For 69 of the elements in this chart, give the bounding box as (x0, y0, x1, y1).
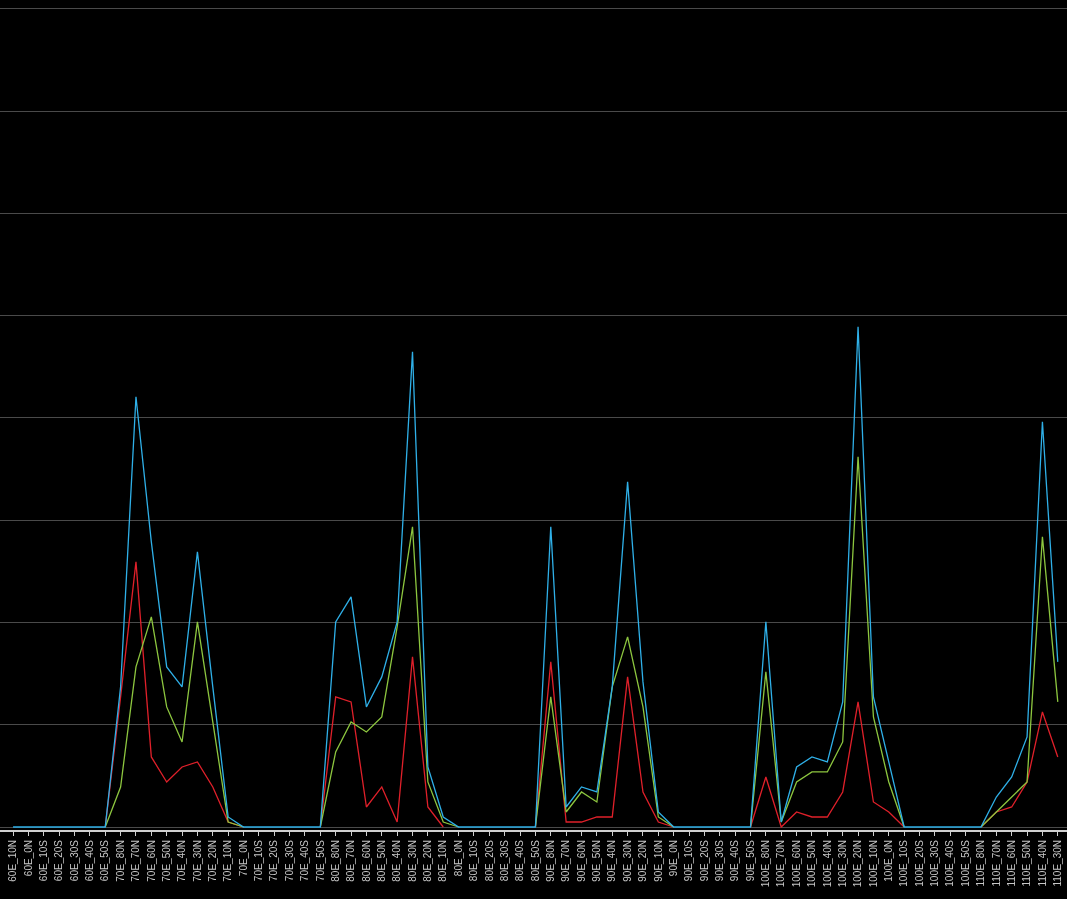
x-tick-label: 60E_40S (84, 839, 96, 882)
x-tick-label: 90E_40N (606, 840, 618, 882)
x-tick-label: 60E_10N (7, 840, 19, 882)
x-tick-label: 110E_50N (1021, 840, 1033, 887)
x-tick-label: 70E_80N (114, 840, 126, 882)
x-tick-label: 100E_30N (836, 840, 848, 888)
x-tick-label: 90E_30N (621, 840, 633, 882)
x-tick-label: 70E_20N (207, 840, 219, 882)
x-tick-label: 90E_10S (683, 839, 695, 882)
x-tick-label: 70E_60N (145, 840, 157, 882)
x-tick-label: 70E_20S (268, 839, 280, 882)
x-tick-label: 100E_40S (944, 839, 956, 887)
x-tick-label: 80E_0N (452, 840, 464, 877)
x-tick-label: 90E_30S (714, 839, 726, 882)
x-tick-label: 100E_30S (929, 839, 941, 887)
x-tick-label: 90E_0N (667, 840, 679, 877)
x-tick-label: 80E_50N (376, 840, 388, 882)
x-tick-label: 100E_20N (852, 840, 864, 888)
x-tick-label: 100E_50S (959, 839, 971, 887)
x-tick-label: 80E_20S (483, 839, 495, 882)
x-tick-label: 90E_40S (729, 839, 741, 882)
x-tick-label: 110E_30N (1052, 840, 1064, 887)
x-tick-label: 60E_0N (22, 840, 34, 877)
x-tick-label: 80E_30S (498, 839, 510, 882)
x-tick-label: 90E_50S (744, 839, 756, 882)
x-tick-label: 70E_10N (222, 840, 234, 882)
x-tick-label: 70E_50S (314, 839, 326, 882)
x-tick-label: 80E_10N (437, 840, 449, 882)
x-tick-label: 80E_70N (345, 840, 357, 882)
x-tick-label: 80E_20N (422, 840, 434, 882)
x-tick-label: 100E_80N (760, 840, 772, 888)
x-tick-label: 60E_30S (68, 839, 80, 882)
x-tick-label: 60E_10S (38, 839, 50, 882)
x-tick-label: 70E_0N (237, 840, 249, 877)
x-tick-label: 80E_50S (529, 839, 541, 882)
x-tick-label: 70E_70N (130, 840, 142, 882)
x-tick-label: 70E_30N (191, 840, 203, 882)
x-tick-label: 110E_70N (990, 840, 1002, 887)
x-tick-label: 90E_80N (545, 840, 557, 882)
x-tick-label: 110E_60N (1005, 840, 1017, 887)
x-tick-label: 70E_10S (253, 839, 265, 882)
x-tick-label: 80E_30N (406, 840, 418, 882)
x-tick-label: 80E_60N (360, 840, 372, 882)
x-tick-label: 90E_20S (698, 839, 710, 882)
x-tick-label: 100E_20S (913, 839, 925, 887)
x-tick-label: 80E_10S (468, 839, 480, 882)
x-tick-label: 90E_70N (560, 840, 572, 882)
x-tick-label: 100E_70N (775, 840, 787, 888)
x-tick-label: 80E_40N (391, 840, 403, 882)
x-tick-label: 100E_50N (806, 840, 818, 888)
x-tick-label: 100E_10S (898, 839, 910, 887)
x-tick-label: 70E_40S (299, 839, 311, 882)
x-tick-label: 100E_10N (867, 840, 879, 888)
x-tick-label: 70E_50N (160, 840, 172, 882)
x-tick-label: 100E_40N (821, 840, 833, 888)
x-tick-label: 60E_20S (53, 839, 65, 882)
x-tick-label: 100E_0N (883, 840, 895, 882)
x-tick-label: 100E_60N (790, 840, 802, 888)
x-tick-label: 110E_40N (1036, 840, 1048, 887)
x-tick-label: 60E_50S (99, 839, 111, 882)
x-tick-label: 110E_80N (975, 840, 987, 887)
x-tick-label: 80E_80N (329, 840, 341, 882)
x-tick-label: 70E_40N (176, 840, 188, 882)
x-tick-label: 80E_40S (514, 839, 526, 882)
x-tick-label: 90E_10N (652, 840, 664, 882)
x-tick-label: 90E_50N (591, 840, 603, 882)
x-tick-label: 90E_60N (575, 840, 587, 882)
x-tick-label: 90E_20N (637, 840, 649, 882)
x-tick-label: 70E_30S (283, 839, 295, 882)
